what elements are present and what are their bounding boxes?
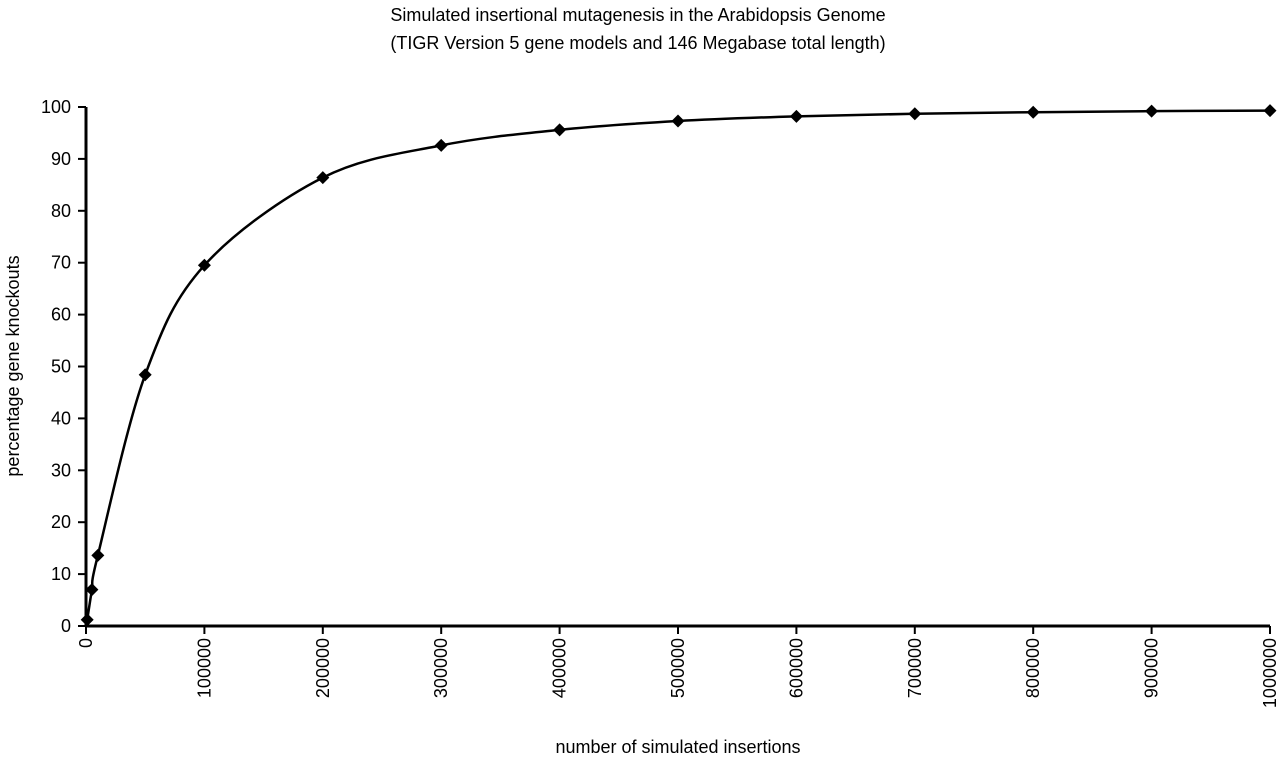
data-point-marker bbox=[138, 368, 152, 382]
data-point-marker bbox=[1026, 105, 1040, 119]
y-tick-label: 90 bbox=[51, 149, 71, 169]
x-axis-label: number of simulated insertions bbox=[555, 737, 800, 757]
y-tick-label: 100 bbox=[41, 97, 71, 117]
plot-area: 0 10 20 30 40 50 60 70 80 90 100 0 100000 200000 3000… bbox=[41, 97, 1280, 708]
chart-subtitle: (TIGR Version 5 gene models and 146 Mega… bbox=[390, 33, 885, 53]
data-point-marker bbox=[1263, 104, 1277, 118]
x-tick-label: 900000 bbox=[1142, 638, 1162, 698]
x-tick-label: 500000 bbox=[668, 638, 688, 698]
y-ticks: 0 10 20 30 40 50 60 70 80 90 100 bbox=[41, 97, 86, 636]
chart-title: Simulated insertional mutagenesis in the… bbox=[390, 5, 885, 25]
x-tick-label: 300000 bbox=[431, 638, 451, 698]
data-point-marker bbox=[1145, 104, 1159, 118]
y-tick-label: 20 bbox=[51, 512, 71, 532]
y-tick-label: 50 bbox=[51, 357, 71, 377]
data-point-marker bbox=[789, 109, 803, 123]
x-tick-label: 200000 bbox=[313, 638, 333, 698]
data-point-marker bbox=[553, 123, 567, 137]
x-tick-label: 800000 bbox=[1023, 638, 1043, 698]
data-point-marker bbox=[671, 114, 685, 128]
y-tick-label: 0 bbox=[61, 616, 71, 636]
data-point-marker bbox=[85, 583, 99, 597]
data-point-marker bbox=[91, 548, 105, 562]
x-tick-label: 0 bbox=[76, 638, 96, 648]
x-ticks: 0 100000 200000 300000 400000 500000 600000 700… bbox=[76, 626, 1280, 708]
y-tick-label: 30 bbox=[51, 460, 71, 480]
data-point-marker bbox=[197, 258, 211, 272]
x-tick-label: 600000 bbox=[786, 638, 806, 698]
y-axis-label: percentage gene knockouts bbox=[3, 255, 23, 476]
y-tick-label: 10 bbox=[51, 564, 71, 584]
data-point-marker bbox=[434, 138, 448, 152]
data-point-marker bbox=[316, 171, 330, 185]
y-tick-label: 80 bbox=[51, 201, 71, 221]
y-tick-label: 40 bbox=[51, 408, 71, 428]
y-tick-label: 60 bbox=[51, 305, 71, 325]
data-point-marker bbox=[80, 613, 94, 627]
x-tick-label: 700000 bbox=[905, 638, 925, 698]
y-tick-label: 70 bbox=[51, 253, 71, 273]
series-line bbox=[84, 109, 1271, 627]
x-tick-label: 400000 bbox=[550, 638, 570, 698]
markers bbox=[80, 104, 1277, 627]
x-tick-label: 1000000 bbox=[1260, 638, 1280, 708]
x-tick-label: 100000 bbox=[194, 638, 214, 698]
data-point-marker bbox=[908, 107, 922, 121]
